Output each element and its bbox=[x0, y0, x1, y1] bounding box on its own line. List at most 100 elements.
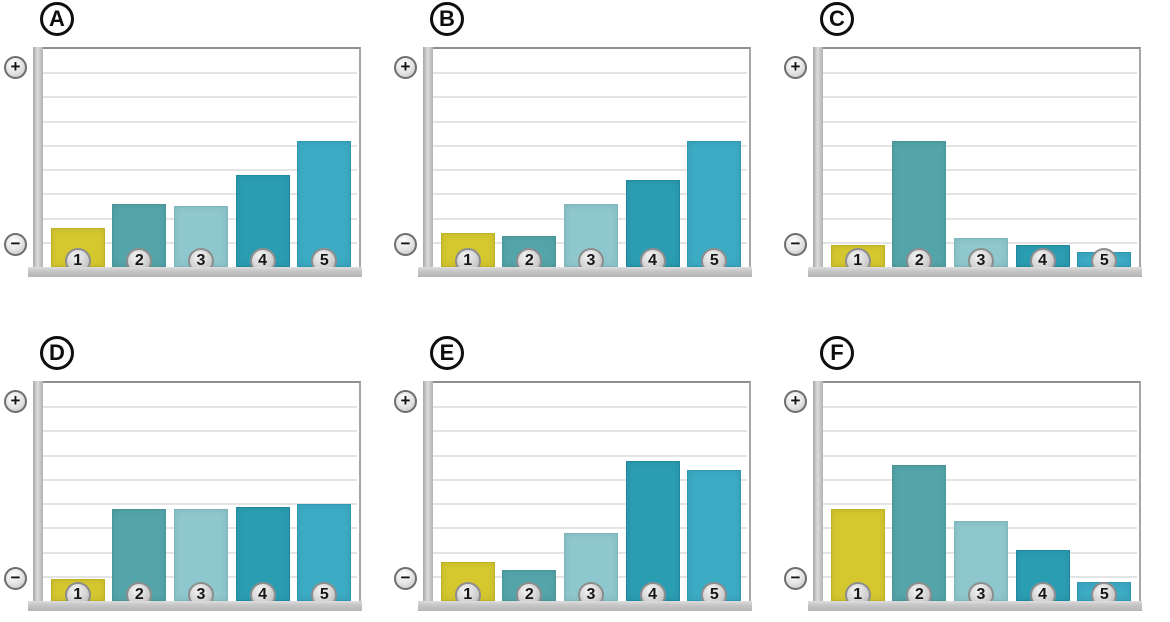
y-axis-bar bbox=[423, 381, 433, 611]
x-axis-bar bbox=[418, 601, 752, 611]
panel-letter: A bbox=[49, 6, 65, 31]
panel-letter-badge: F bbox=[820, 336, 854, 370]
bar-4: 4 bbox=[625, 179, 680, 274]
plus-icon: + bbox=[4, 56, 27, 79]
y-axis-bar bbox=[813, 381, 823, 611]
grid-line bbox=[433, 120, 747, 123]
bar-2: 2 bbox=[112, 508, 167, 608]
bar-4: 4 bbox=[1015, 550, 1070, 608]
grid-line bbox=[823, 406, 1137, 409]
x-axis-bar bbox=[808, 267, 1142, 277]
grid-line bbox=[433, 503, 747, 506]
y-axis-bar bbox=[813, 47, 823, 277]
grid-line bbox=[823, 169, 1137, 172]
minus-icon: − bbox=[784, 567, 807, 590]
bar-5: 5 bbox=[297, 504, 352, 608]
grid-line bbox=[823, 478, 1137, 481]
minus-icon: − bbox=[4, 233, 27, 256]
grid-line bbox=[43, 169, 357, 172]
grid-line bbox=[823, 454, 1137, 457]
grid-line bbox=[823, 120, 1137, 123]
plus-icon: + bbox=[784, 56, 807, 79]
bar-3: 3 bbox=[173, 508, 228, 608]
minus-icon: − bbox=[784, 233, 807, 256]
bar-3: 3 bbox=[953, 521, 1008, 608]
plus-icon: + bbox=[394, 56, 417, 79]
grid-line bbox=[433, 406, 747, 409]
grid-line bbox=[433, 96, 747, 99]
panel-letter-badge: C bbox=[820, 2, 854, 36]
grid-line bbox=[433, 72, 747, 75]
grid-line bbox=[43, 454, 357, 457]
grid-line bbox=[43, 193, 357, 196]
plus-icon: + bbox=[784, 390, 807, 413]
y-axis-bar bbox=[423, 47, 433, 277]
grid-line bbox=[43, 478, 357, 481]
bar-3: 3 bbox=[563, 204, 618, 274]
x-axis-bar bbox=[28, 601, 362, 611]
panel-letter: B bbox=[439, 6, 455, 31]
panel-letter: C bbox=[829, 6, 845, 31]
x-axis-bar bbox=[808, 601, 1142, 611]
grid-line bbox=[823, 144, 1137, 147]
bar-4: 4 bbox=[235, 174, 290, 274]
bar-5: 5 bbox=[1077, 581, 1132, 608]
grid-line bbox=[433, 527, 747, 530]
bar-1: 1 bbox=[440, 562, 495, 608]
bar-4: 4 bbox=[625, 460, 680, 608]
plus-icon: + bbox=[4, 390, 27, 413]
bar-2: 2 bbox=[502, 235, 557, 274]
bar-5: 5 bbox=[1077, 248, 1132, 274]
bar-5: 5 bbox=[297, 141, 352, 274]
bar-1: 1 bbox=[50, 579, 105, 608]
bar-1: 1 bbox=[830, 245, 885, 274]
grid-line bbox=[823, 72, 1137, 75]
grid-line bbox=[433, 430, 747, 433]
minus-icon: − bbox=[4, 567, 27, 590]
minus-icon: − bbox=[394, 567, 417, 590]
y-axis-bar bbox=[33, 47, 43, 277]
panel-letter-badge: A bbox=[40, 2, 74, 36]
minus-icon: − bbox=[394, 233, 417, 256]
bar-3: 3 bbox=[563, 533, 618, 608]
grid-line bbox=[43, 430, 357, 433]
bar-4: 4 bbox=[1015, 245, 1070, 274]
grid-line bbox=[433, 454, 747, 457]
grid-line bbox=[43, 144, 357, 147]
panel-letter-badge: E bbox=[430, 336, 464, 370]
panel-letter: E bbox=[439, 340, 455, 365]
panel-letter: D bbox=[49, 340, 65, 365]
panel-letter-badge: B bbox=[430, 2, 464, 36]
grid-line bbox=[43, 503, 357, 506]
grid-line bbox=[43, 72, 357, 75]
grid-line bbox=[823, 96, 1137, 99]
plus-icon: + bbox=[394, 390, 417, 413]
bar-2: 2 bbox=[892, 465, 947, 608]
bar-1: 1 bbox=[50, 228, 105, 274]
bar-1: 1 bbox=[440, 233, 495, 274]
bar-4: 4 bbox=[235, 506, 290, 608]
bar-2: 2 bbox=[502, 569, 557, 608]
grid-line bbox=[433, 169, 747, 172]
